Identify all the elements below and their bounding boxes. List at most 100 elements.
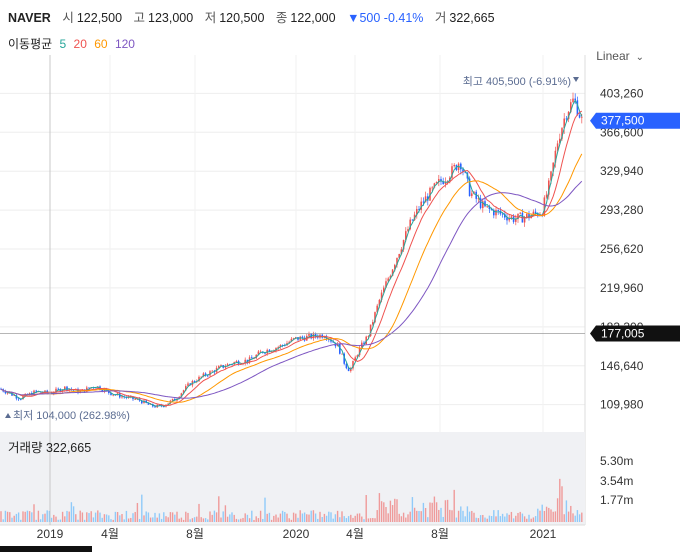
volume-bar <box>550 509 552 522</box>
volume-bar <box>468 511 471 522</box>
candle-body <box>187 383 189 387</box>
volume-bar <box>526 518 528 522</box>
candle-body <box>367 336 370 337</box>
candle-body <box>290 338 293 342</box>
candle-body <box>396 257 398 265</box>
candle-body <box>108 390 110 394</box>
price-tick-label: 403,260 <box>600 86 644 100</box>
volume-bar <box>416 510 418 522</box>
candle-body <box>198 376 200 382</box>
volume-bar <box>213 510 216 522</box>
volume-bar <box>284 511 286 522</box>
volume-bar <box>187 512 189 522</box>
candle-body <box>517 213 519 220</box>
volume-bar <box>512 518 515 522</box>
volume-bar <box>334 514 337 522</box>
scale-mode-dropdown[interactable]: Linear ⌄ <box>596 49 644 63</box>
volume-bar <box>286 513 288 522</box>
volume-bar <box>405 517 407 522</box>
volume-bar <box>108 515 110 522</box>
moving-average-legend[interactable]: 이동평균 5 20 60 120 <box>8 35 139 52</box>
candle-body <box>171 398 174 401</box>
volume-bar <box>262 518 264 522</box>
volume-bar <box>231 512 233 522</box>
candle-body <box>17 398 20 400</box>
candle-body <box>246 359 249 363</box>
volume-panel-bg <box>0 432 585 525</box>
candle-body <box>59 388 62 392</box>
volume-bar <box>105 514 108 522</box>
volume-bar <box>42 514 44 522</box>
candle-body <box>394 264 396 270</box>
candle-body <box>358 347 361 356</box>
candle-body <box>147 402 150 405</box>
volume-bar <box>279 513 282 522</box>
candle-body <box>385 281 387 288</box>
candle-body <box>545 194 548 198</box>
volume-bar <box>314 513 317 522</box>
candle-body <box>510 216 513 218</box>
volume-bar <box>143 515 145 522</box>
volume-bar <box>6 511 9 522</box>
volume-bar <box>581 512 583 522</box>
candle-body <box>365 336 367 345</box>
candle-body <box>323 337 326 339</box>
price-axis: 403,260 366,600 329,940 293,280 256,620 219,9… <box>600 86 644 411</box>
volume-bar <box>559 478 561 522</box>
candle-body <box>400 249 403 255</box>
volume-bar <box>99 512 101 522</box>
volume-bar <box>61 511 64 522</box>
volume-bar <box>123 519 125 522</box>
volume-bar <box>33 504 35 522</box>
volume-bar <box>57 519 59 522</box>
volume-bar <box>493 510 495 522</box>
candle-body <box>328 339 330 341</box>
volume-bar <box>506 513 508 522</box>
price-tick-label: 293,280 <box>600 203 644 217</box>
volume-bar <box>160 518 163 522</box>
candle-body <box>462 169 464 172</box>
close-value: 122,000 <box>290 11 336 25</box>
volume-bar <box>147 512 150 522</box>
volume-bar <box>312 510 315 522</box>
volume-bar <box>136 502 139 522</box>
time-tick-label: 4월 <box>101 527 119 541</box>
candle-body <box>112 394 114 396</box>
candle-body <box>193 380 196 382</box>
volume-bar <box>198 503 200 522</box>
candle-body <box>501 213 504 215</box>
candle-body <box>407 229 409 232</box>
candle-body <box>339 343 341 354</box>
volume-bars: 5.30m 3.54m 1.77m <box>0 432 633 525</box>
price-tick-label: 219,960 <box>600 281 644 295</box>
candle-body <box>226 364 229 367</box>
candle-body <box>554 150 557 163</box>
volume-bar <box>378 493 381 522</box>
candle-body <box>101 389 103 392</box>
candle-body <box>259 351 262 353</box>
candle-body <box>224 366 227 368</box>
volume-bar <box>301 513 304 522</box>
volume-bar <box>473 512 475 522</box>
candle-body <box>473 191 475 194</box>
ma-5-line <box>0 99 583 407</box>
volume-bar <box>501 513 504 522</box>
candle-body <box>264 352 266 354</box>
volume-bar <box>374 518 376 522</box>
candle-body <box>154 406 156 408</box>
volume-bar <box>288 518 290 522</box>
candle-body <box>345 363 348 369</box>
volume-bar <box>358 513 361 522</box>
candle-body <box>292 338 295 339</box>
candle-body <box>493 209 495 216</box>
volume-bar <box>556 498 559 522</box>
candle-body <box>354 357 356 362</box>
volume-bar <box>240 518 242 522</box>
candle-body <box>416 209 418 215</box>
candle-body <box>204 373 207 376</box>
volume-bar <box>572 513 574 522</box>
candle-body <box>453 164 455 167</box>
volume-bar <box>20 519 22 522</box>
volume-bar <box>574 515 576 522</box>
